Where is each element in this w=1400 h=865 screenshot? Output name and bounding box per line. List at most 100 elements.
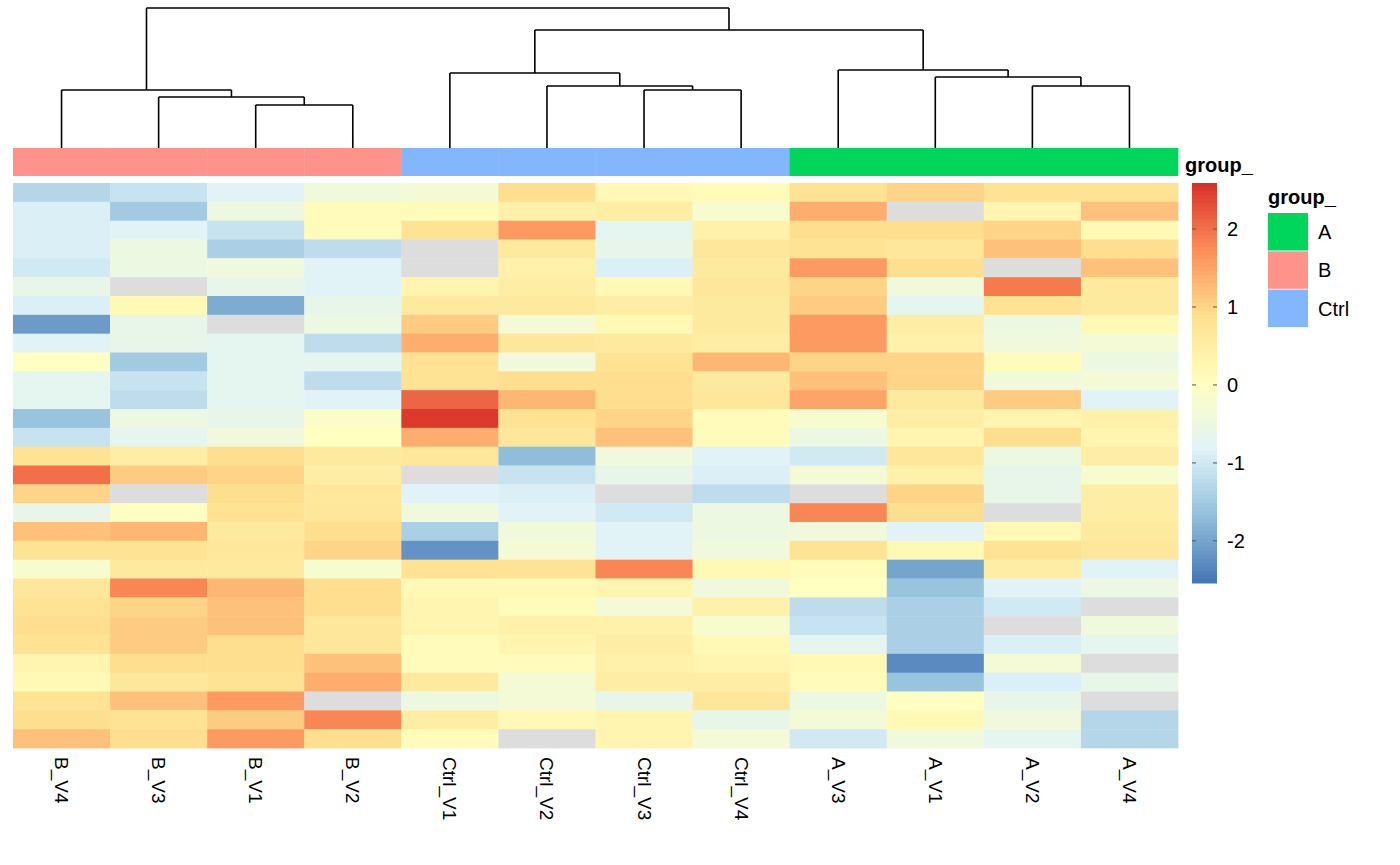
color-bar-step — [1192, 311, 1217, 316]
heatmap-cell — [790, 221, 887, 240]
heatmap-cell — [13, 466, 110, 485]
heatmap-cell — [790, 447, 887, 466]
color-bar-step — [1192, 479, 1217, 484]
heatmap-cell — [1081, 258, 1178, 277]
heatmap-cell — [110, 202, 207, 221]
heatmap-cell — [13, 409, 110, 428]
heatmap-cell — [596, 428, 693, 447]
heatmap-cell — [401, 183, 498, 202]
heatmap-cell — [13, 616, 110, 635]
heatmap-cell — [13, 353, 110, 372]
heatmap-cell — [304, 692, 401, 711]
heatmap-cell — [596, 710, 693, 729]
heatmap-cell — [693, 277, 790, 296]
heatmap-cell — [207, 635, 304, 654]
heatmap-cell — [1081, 296, 1178, 315]
heatmap-cell — [984, 616, 1081, 635]
heatmap-cell — [304, 484, 401, 503]
heatmap-cell — [207, 390, 304, 409]
heatmap-cell — [13, 579, 110, 598]
heatmap-cell — [13, 334, 110, 353]
heatmap-cell — [207, 371, 304, 390]
color-bar-step — [1192, 563, 1217, 568]
heatmap-cell — [207, 353, 304, 372]
heatmap-cell — [790, 597, 887, 616]
heatmap-cell — [110, 729, 207, 748]
color-bar-step — [1192, 199, 1217, 204]
heatmap-cell — [13, 635, 110, 654]
color-bar-step — [1192, 243, 1217, 248]
heatmap-cell — [596, 484, 693, 503]
heatmap-cell — [1081, 371, 1178, 390]
color-bar-step — [1192, 363, 1217, 368]
heatmap-cell — [596, 183, 693, 202]
color-bar-step — [1192, 335, 1217, 340]
heatmap-cell — [693, 710, 790, 729]
heatmap-cell — [887, 692, 984, 711]
color-bar-step — [1192, 247, 1217, 252]
heatmap-cell — [13, 484, 110, 503]
heatmap-cell — [304, 315, 401, 334]
heatmap-cell — [110, 654, 207, 673]
heatmap-cell — [304, 202, 401, 221]
heatmap-cell — [110, 560, 207, 579]
heatmap-cell — [304, 597, 401, 616]
color-bar-tick — [1192, 229, 1196, 230]
color-bar-step — [1192, 471, 1217, 476]
color-bar-step — [1192, 575, 1217, 580]
color-bar-step — [1192, 427, 1217, 432]
heatmap-cell — [984, 202, 1081, 221]
heatmap-cell — [984, 296, 1081, 315]
heatmap-cell — [887, 315, 984, 334]
heatmap-cell — [110, 579, 207, 598]
color-bar-step — [1192, 371, 1217, 376]
heatmap-cell — [790, 277, 887, 296]
heatmap-cell — [498, 409, 595, 428]
heatmap-cell — [13, 692, 110, 711]
heatmap-cell — [693, 692, 790, 711]
color-bar-step — [1192, 195, 1217, 200]
heatmap-cell — [401, 334, 498, 353]
heatmap-cell — [1081, 673, 1178, 692]
heatmap-cell — [887, 579, 984, 598]
color-bar-step — [1192, 467, 1217, 472]
heatmap-cell — [887, 654, 984, 673]
heatmap-cell — [498, 579, 595, 598]
color-bar-step — [1192, 475, 1217, 480]
heatmap-cell — [596, 296, 693, 315]
heatmap-cell — [790, 390, 887, 409]
heatmap-cell — [984, 597, 1081, 616]
color-bar-label: -1 — [1227, 452, 1245, 474]
dendrogram-link — [547, 86, 693, 148]
annotation-cell — [790, 148, 887, 176]
heatmap-cell — [110, 635, 207, 654]
heatmap-cell — [401, 353, 498, 372]
heatmap-cell — [304, 710, 401, 729]
color-bar-label: -2 — [1227, 530, 1245, 552]
color-bar-step — [1192, 263, 1217, 268]
legend-title: group_ — [1268, 186, 1337, 208]
color-bar-step — [1192, 291, 1217, 296]
heatmap-cell — [887, 729, 984, 748]
heatmap-cell — [110, 484, 207, 503]
legend-label: A — [1318, 221, 1332, 243]
color-bar-step — [1192, 203, 1217, 208]
heatmap-cell — [596, 390, 693, 409]
heatmap-cell — [207, 541, 304, 560]
heatmap-cell — [13, 503, 110, 522]
heatmap-cell — [207, 447, 304, 466]
heatmap-cell — [693, 635, 790, 654]
column-labels: B_V4B_V3B_V1B_V2Ctrl_V1Ctrl_V2Ctrl_V3Ctr… — [50, 757, 1140, 821]
heatmap-cell — [1081, 503, 1178, 522]
color-bar-step — [1192, 399, 1217, 404]
column-label: Ctrl_V2 — [535, 757, 557, 820]
heatmap-cell — [596, 466, 693, 485]
color-bar-step — [1192, 555, 1217, 560]
heatmap-cell — [13, 277, 110, 296]
heatmap-cell — [693, 390, 790, 409]
color-bar-step — [1192, 287, 1217, 292]
heatmap-cell — [984, 579, 1081, 598]
color-bar-step — [1192, 519, 1217, 524]
color-bar-step — [1192, 443, 1217, 448]
heatmap-cell — [401, 579, 498, 598]
